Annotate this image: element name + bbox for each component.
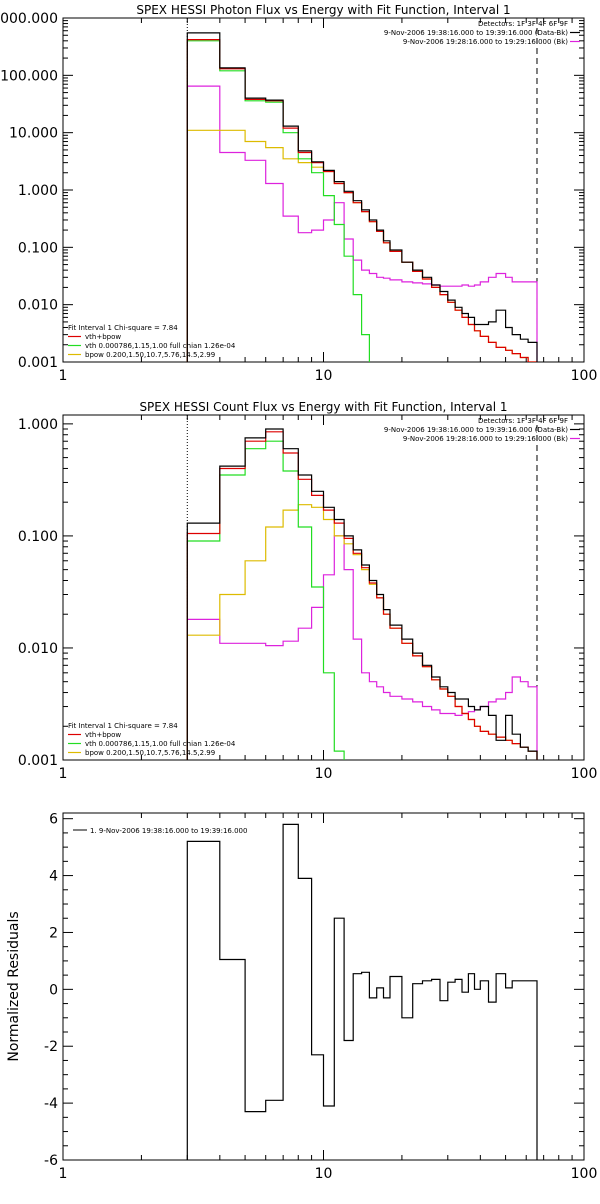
legend-bottom-entry: bpow 0.200,1.50,10.7,5.76,14.5,2.99 [85, 351, 215, 359]
legend-top-entry: Detectors: 1F 3F 4F 6F 9F [478, 20, 568, 28]
series-background [186, 85, 538, 362]
legend-bottom-entry: Fit Interval 1 Chi-square = 7.84 [68, 722, 178, 730]
legend-bottom-entry: vth+bpow [85, 333, 121, 341]
legend-bottom-entry: Fit Interval 1 Chi-square = 7.84 [68, 324, 178, 332]
y-tick-label: 6 [49, 812, 58, 828]
chart-count: SPEX HESSI Count Flux vs Energy with Fit… [18, 400, 598, 782]
x-tick-label: 1 [59, 1166, 68, 1182]
legend-bottom-entry: vth 0.000786,1.15,1.00 full chian 1.26e-… [85, 740, 236, 748]
series-vth [186, 440, 354, 760]
x-tick-label: 10 [315, 1166, 333, 1182]
y-tick-label: -6 [44, 1153, 58, 1169]
y-tick-label: 4 [49, 869, 58, 885]
x-tick-label: 100 [571, 1166, 598, 1182]
series-bpow [186, 504, 538, 760]
legend-bottom-entry: vth 0.000786,1.15,1.00 full chian 1.26e-… [85, 342, 236, 350]
y-tick-label: -2 [44, 1039, 58, 1055]
series-background [186, 535, 538, 760]
legend-top-entry: 9-Nov-2006 19:28:16.000 to 19:29:16.000 … [403, 38, 568, 46]
legend-bottom-entry: vth+bpow [85, 731, 121, 739]
x-tick-label: 1 [59, 368, 68, 384]
x-tick-label: 1 [59, 766, 68, 782]
legend-entry: 1. 9-Nov-2006 19:38:16.000 to 19:39:16.0… [90, 827, 247, 835]
y-tick-label: 10.000 [9, 126, 58, 142]
y-tick-label: 0.100 [18, 240, 58, 256]
series-vthplus [186, 431, 538, 760]
y-axis-label: Normalized Residuals [6, 911, 22, 1061]
y-tick-label: 0.001 [18, 753, 58, 769]
y-tick-label: 0.010 [18, 641, 58, 657]
chart-resid: 1 10 100 -6 -4 -2 0 2 4 6 Normalized Residuals 1. 9… [6, 812, 597, 1182]
legend-top-entry: 9-Nov-2006 19:38:16.000 to 19:39:16.000 … [384, 29, 568, 37]
y-tick-label: 0.001 [18, 355, 58, 371]
chart-title: SPEX HESSI Count Flux vs Energy with Fit… [139, 400, 507, 414]
y-tick-label: 0.010 [18, 298, 58, 314]
chart-title: SPEX HESSI Photon Flux vs Energy with Fi… [136, 3, 510, 17]
legend-top-entry: 9-Nov-2006 19:28:16.000 to 19:29:16.000 … [403, 435, 568, 443]
y-tick-label: 0.100 [18, 529, 58, 545]
series-total [186, 32, 538, 362]
series-total [186, 428, 538, 760]
x-tick-label: 100 [571, 766, 598, 782]
legend-bottom-entry: bpow 0.200,1.50,10.7,5.76,14.5,2.99 [85, 749, 215, 757]
y-tick-label: 0 [49, 982, 58, 998]
legend-top-entry: 9-Nov-2006 19:38:16.000 to 19:39:16.000 … [384, 426, 568, 434]
series-vth [186, 40, 378, 362]
x-tick-label: 10 [315, 766, 333, 782]
series-total [186, 823, 538, 1160]
x-tick-label: 100 [571, 368, 598, 384]
chart-photon: SPEX HESSI Photon Flux vs Energy with Fi… [0, 3, 597, 384]
legend-top-entry: Detectors: 1F 3F 4F 6F 9F [478, 417, 568, 425]
y-tick-label: 1.000 [18, 417, 58, 433]
x-tick-label: 10 [315, 368, 333, 384]
y-tick-label: 100.000 [0, 68, 58, 84]
y-tick-label: -4 [44, 1096, 58, 1112]
y-tick-label: 2 [49, 925, 58, 941]
y-tick-label: 1.000 [18, 183, 58, 199]
